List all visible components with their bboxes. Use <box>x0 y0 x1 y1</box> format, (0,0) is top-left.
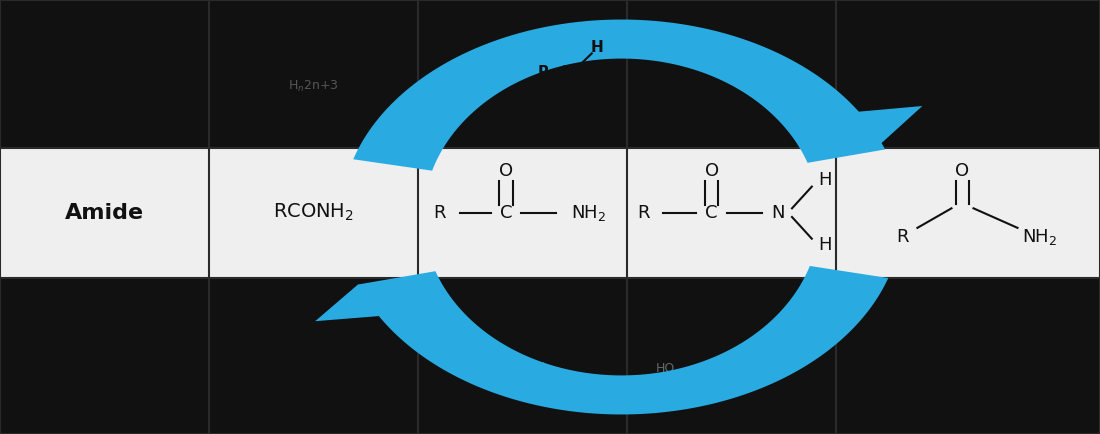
Text: C: C <box>705 204 718 222</box>
Bar <box>836 148 1100 278</box>
Text: H: H <box>818 236 832 254</box>
Text: R$-$N: R$-$N <box>537 64 574 79</box>
Text: R: R <box>433 204 447 222</box>
Text: NH$_2$: NH$_2$ <box>1022 227 1057 247</box>
Text: Amide: Amide <box>65 203 144 223</box>
Polygon shape <box>353 20 886 171</box>
Text: O: O <box>956 162 969 181</box>
Polygon shape <box>358 266 889 414</box>
Text: O: O <box>499 162 513 181</box>
Bar <box>627 148 836 278</box>
Bar <box>209 148 418 278</box>
Text: O: O <box>705 162 718 181</box>
Text: RCONH$_2$: RCONH$_2$ <box>273 202 354 224</box>
Text: R: R <box>895 227 909 246</box>
Bar <box>0 148 209 278</box>
Bar <box>418 148 627 278</box>
Text: R: R <box>637 204 650 222</box>
Text: H: H <box>591 40 604 55</box>
Text: NH$_2$: NH$_2$ <box>527 362 551 376</box>
Text: NH$_2$: NH$_2$ <box>571 203 606 223</box>
Text: N: N <box>771 204 784 222</box>
Text: H: H <box>818 171 832 189</box>
Polygon shape <box>804 106 923 143</box>
Text: H$_n$2n+3: H$_n$2n+3 <box>288 79 339 94</box>
Text: HO: HO <box>656 362 675 375</box>
Text: C: C <box>499 204 513 222</box>
Polygon shape <box>315 285 433 321</box>
